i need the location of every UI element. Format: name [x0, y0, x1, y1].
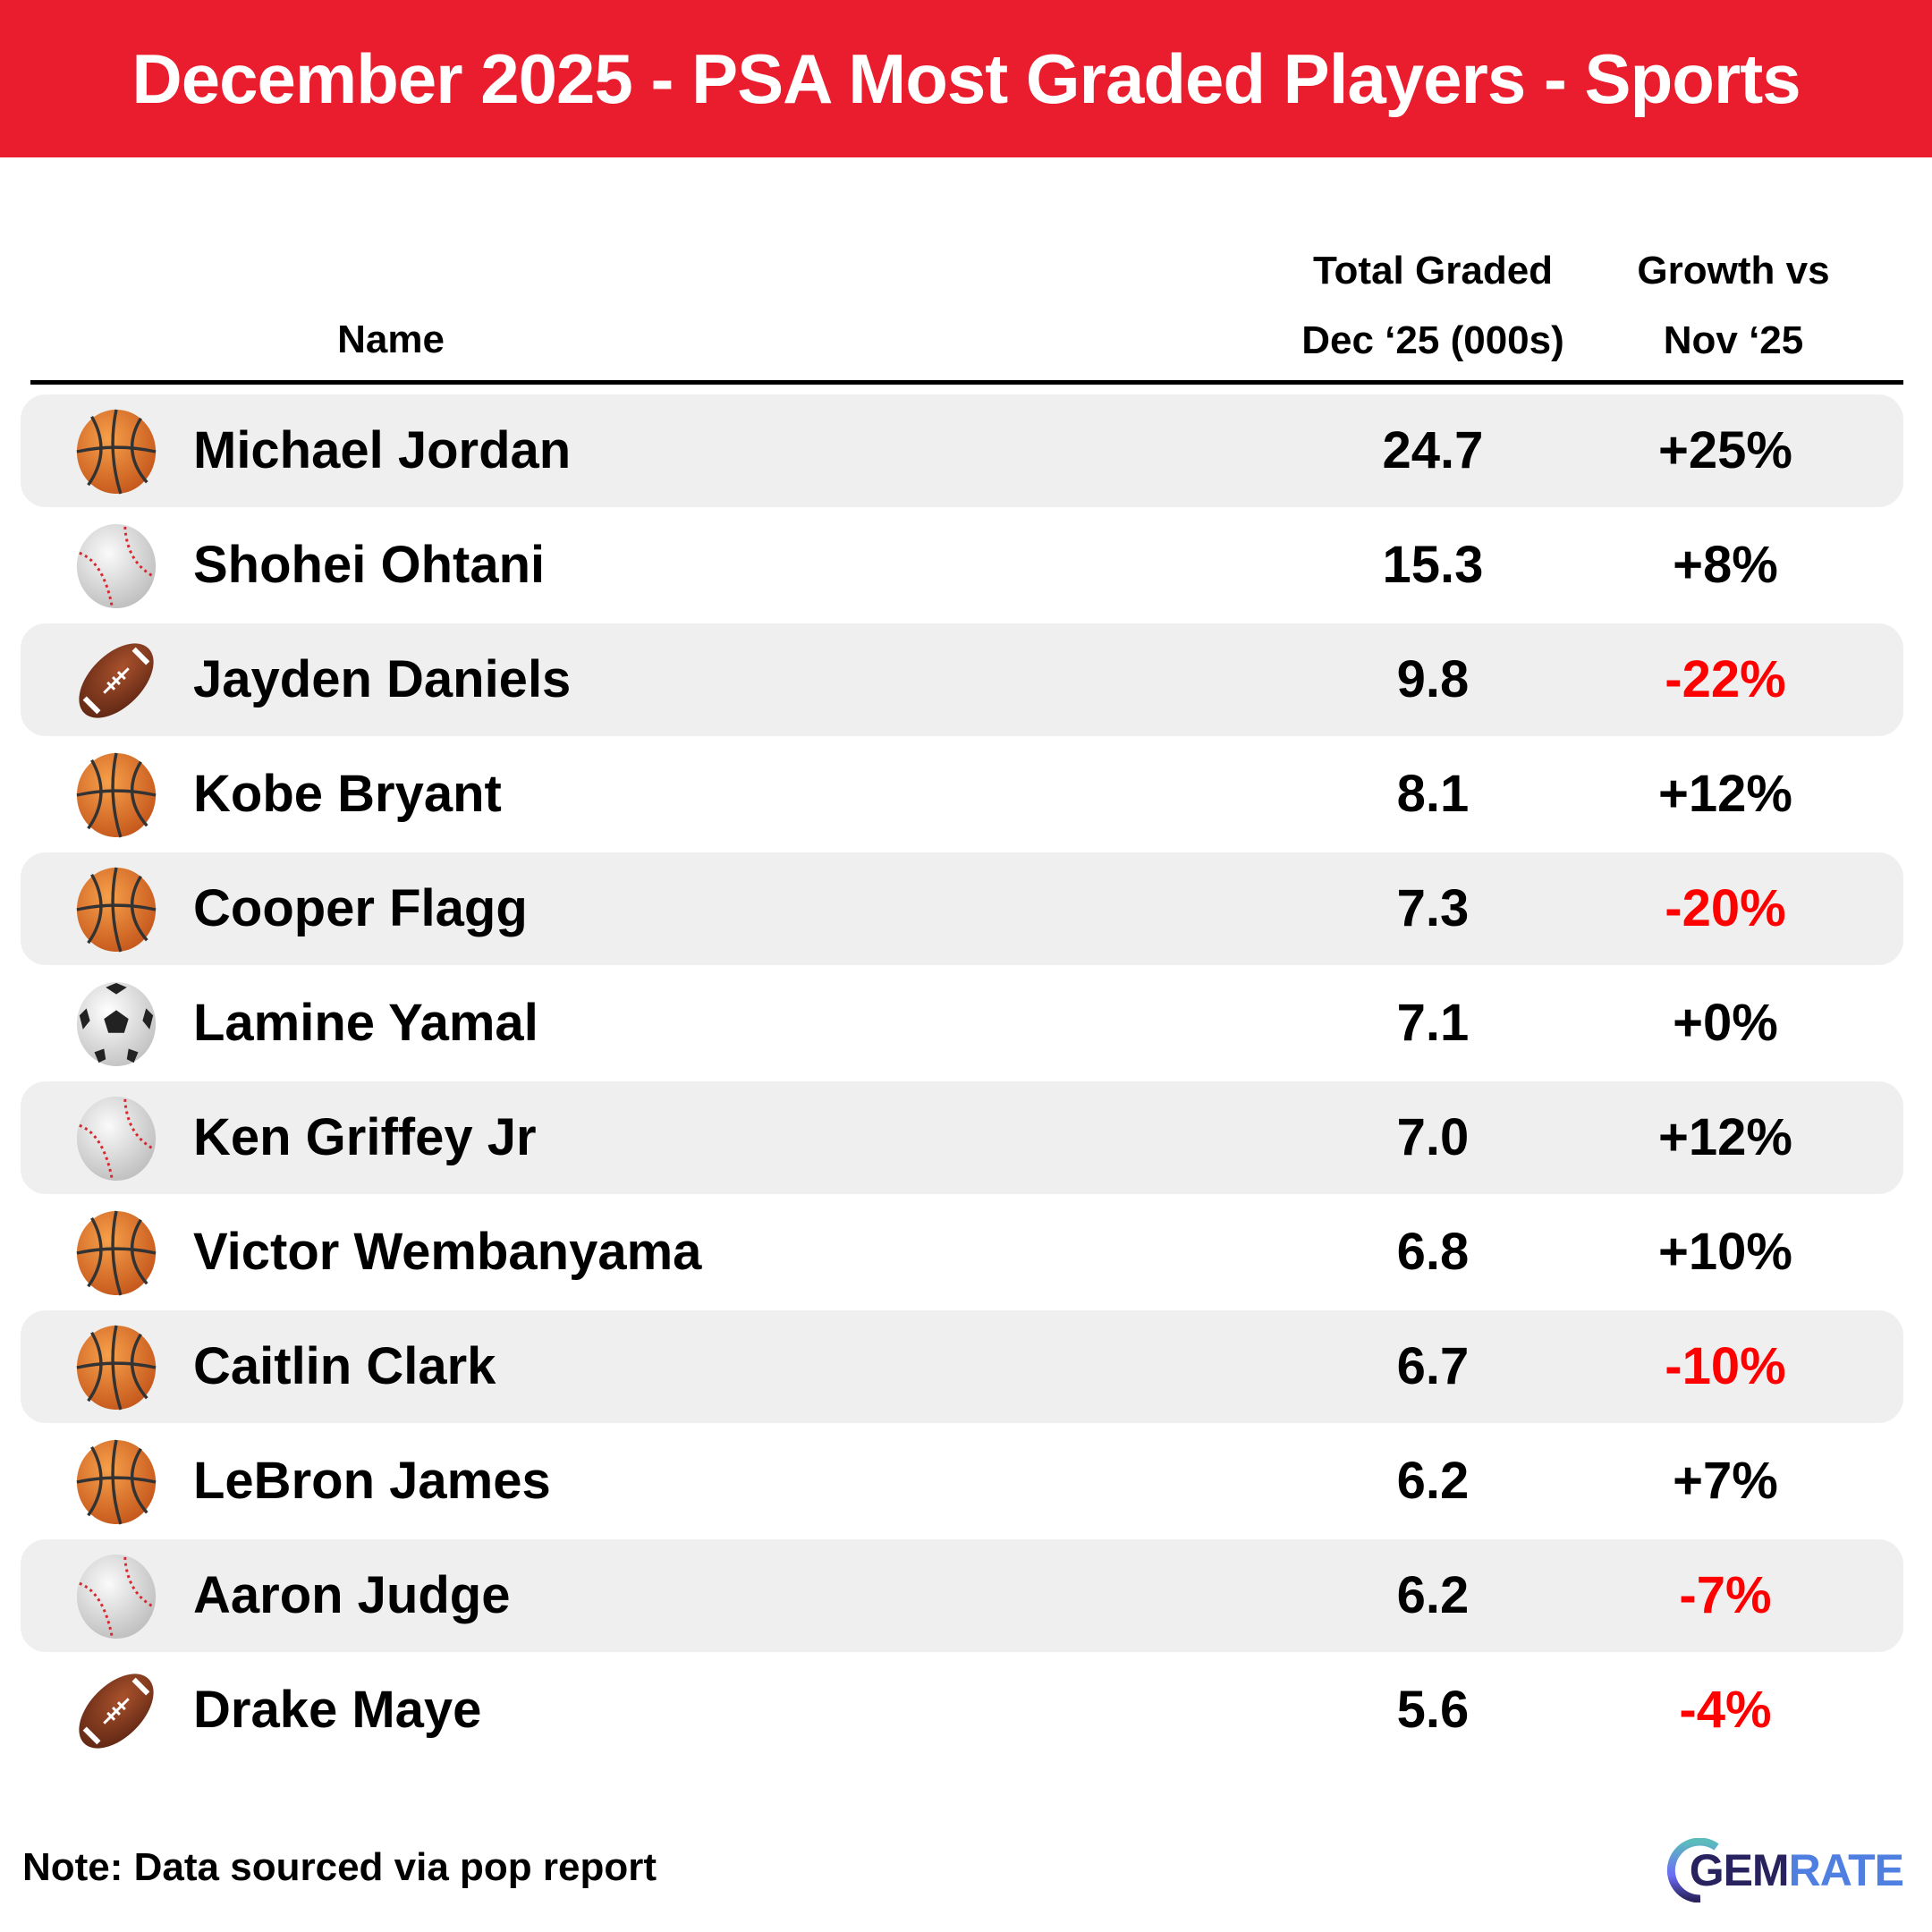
- growth-value: -7%: [1679, 1566, 1772, 1624]
- total-graded: 5.6: [1396, 1681, 1470, 1739]
- table-row: Michael Jordan 24.7 +25%: [21, 394, 1903, 507]
- player-name: Cooper Flagg: [193, 879, 528, 937]
- total-graded: 7.1: [1396, 994, 1470, 1052]
- total-graded: 9.8: [1396, 650, 1470, 708]
- player-name: Ken Griffey Jr: [193, 1108, 537, 1166]
- growth-value: +25%: [1658, 421, 1792, 479]
- table-row: Aaron Judge 6.2 -7%: [21, 1539, 1903, 1652]
- table-row: Jayden Daniels 9.8 -22%: [21, 623, 1903, 736]
- column-header-total-line2: Dec ‘25 (000s): [1301, 318, 1564, 362]
- total-graded: 24.7: [1382, 421, 1484, 479]
- player-name: Lamine Yamal: [193, 994, 538, 1052]
- total-graded: 15.3: [1382, 536, 1484, 594]
- player-name: LeBron James: [193, 1452, 551, 1510]
- total-graded: 6.7: [1396, 1337, 1470, 1395]
- column-header-growth: Growth vs Nov ‘25: [1555, 236, 1912, 376]
- baseball-icon: [72, 1553, 160, 1640]
- footer-note: Note: Data sourced via pop report: [22, 1845, 657, 1889]
- basketball-icon: [72, 1438, 160, 1526]
- table-row: LeBron James 6.2 +7%: [21, 1425, 1903, 1538]
- table-row: Drake Maye 5.6 -4%: [21, 1654, 1903, 1767]
- soccer-icon: [72, 980, 160, 1068]
- table-row: Shohei Ohtani 15.3 +8%: [21, 509, 1903, 622]
- growth-value: -20%: [1665, 879, 1786, 937]
- growth-value: +7%: [1673, 1452, 1778, 1510]
- title-banner: December 2025 - PSA Most Graded Players …: [0, 0, 1932, 157]
- player-name: Aaron Judge: [193, 1566, 511, 1624]
- player-name: Kobe Bryant: [193, 765, 502, 823]
- basketball-icon: [72, 751, 160, 839]
- table-row: Caitlin Clark 6.7 -10%: [21, 1310, 1903, 1423]
- total-graded: 7.3: [1396, 879, 1470, 937]
- gemrate-logo: GEM RATE: [1665, 1838, 1904, 1902]
- total-graded: 6.2: [1396, 1566, 1470, 1624]
- basketball-icon: [72, 1209, 160, 1297]
- football-icon: [72, 1667, 160, 1755]
- growth-value: -10%: [1665, 1337, 1786, 1395]
- growth-value: -4%: [1679, 1681, 1772, 1739]
- logo-gem: GEM: [1689, 1845, 1790, 1895]
- growth-value: +12%: [1658, 765, 1792, 823]
- growth-value: -22%: [1665, 650, 1786, 708]
- table-row: Victor Wembanyama 6.8 +10%: [21, 1196, 1903, 1309]
- basketball-icon: [72, 866, 160, 953]
- page-title: December 2025 - PSA Most Graded Players …: [131, 38, 1801, 118]
- basketball-icon: [72, 1324, 160, 1411]
- column-header-total: Total Graded Dec ‘25 (000s): [1254, 236, 1612, 376]
- growth-value: +12%: [1658, 1108, 1792, 1166]
- player-name: Shohei Ohtani: [193, 536, 546, 594]
- player-name: Victor Wembanyama: [193, 1223, 702, 1281]
- column-header-growth-line1: Growth vs: [1637, 249, 1830, 292]
- baseball-icon: [72, 522, 160, 610]
- table-row: Cooper Flagg 7.3 -20%: [21, 852, 1903, 965]
- basketball-icon: [72, 408, 160, 496]
- column-header-total-line1: Total Graded: [1312, 249, 1554, 292]
- football-icon: [72, 637, 160, 724]
- logo-rate: RATE: [1788, 1845, 1904, 1895]
- table-row: Ken Griffey Jr 7.0 +12%: [21, 1081, 1903, 1194]
- growth-value: +0%: [1673, 994, 1778, 1052]
- total-graded: 7.0: [1396, 1108, 1470, 1166]
- table-row: Kobe Bryant 8.1 +12%: [21, 738, 1903, 851]
- player-name: Jayden Daniels: [193, 650, 572, 708]
- player-name: Caitlin Clark: [193, 1337, 496, 1395]
- total-graded: 8.1: [1396, 765, 1470, 823]
- column-header-growth-line2: Nov ‘25: [1663, 318, 1804, 362]
- growth-value: +8%: [1673, 536, 1778, 594]
- total-graded: 6.2: [1396, 1452, 1470, 1510]
- total-graded: 6.8: [1396, 1223, 1470, 1281]
- gemrate-logo-arc-icon: [1666, 1838, 1719, 1902]
- column-header-name: Name: [337, 318, 445, 361]
- header-divider: [30, 380, 1903, 385]
- table-row: Lamine Yamal 7.1 +0%: [21, 967, 1903, 1080]
- baseball-icon: [72, 1095, 160, 1182]
- player-name: Drake Maye: [193, 1681, 482, 1739]
- player-name: Michael Jordan: [193, 421, 572, 479]
- growth-value: +10%: [1658, 1223, 1792, 1281]
